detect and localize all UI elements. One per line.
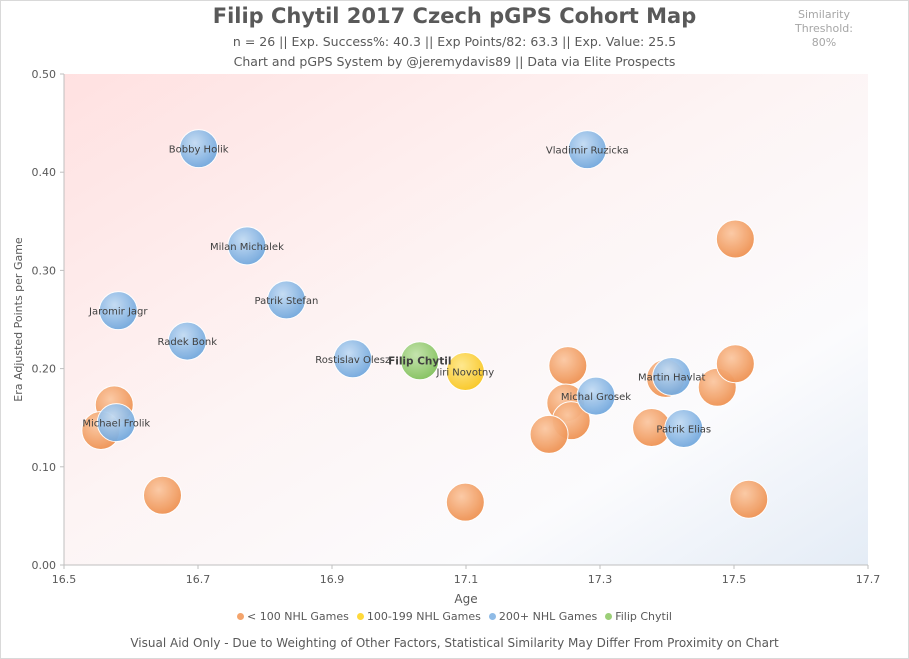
point-gt200 (333, 339, 373, 379)
point-label: Michael Frolik (82, 419, 150, 430)
x-tick-label: 17.3 (588, 573, 613, 586)
point-gt200 (266, 280, 306, 320)
point-labels: Jiri Novotny Bobby Holik Vladimir Ruzicka M… (82, 145, 711, 436)
legend-marker (356, 613, 364, 620)
point-gt200 (227, 226, 267, 266)
legend-marker (237, 613, 245, 620)
x-tick-label: 16.9 (320, 573, 345, 586)
point-label: Patrik Stefan (254, 296, 318, 307)
y-tick-label: 0.40 (32, 166, 57, 179)
chart-footnote: Visual Aid Only - Due to Weighting of Ot… (130, 636, 779, 650)
point-gt200 (96, 403, 136, 443)
point-lt100 (445, 482, 485, 522)
x-tick-label: 16.5 (52, 573, 77, 586)
point-label: Patrik Elias (656, 425, 711, 436)
legend-label: Filip Chytil (615, 610, 672, 623)
x-tick-label: 17.7 (856, 573, 881, 586)
legend-label: 200+ NHL Games (498, 610, 598, 623)
point-label: Jiri Novotny (436, 368, 495, 379)
point-gt200 (179, 129, 219, 169)
point-gt200 (567, 130, 607, 170)
y-tick-label: 0.50 (32, 68, 57, 81)
data-points (81, 129, 769, 522)
point-lt100 (715, 344, 755, 384)
similarity-threshold: Similarity Threshold: 80% (769, 8, 879, 50)
point-lt100 (529, 414, 569, 454)
legend-label: < 100 NHL Games (247, 610, 349, 623)
point-label: Bobby Holik (169, 145, 229, 156)
point-gt200 (576, 376, 616, 416)
point-gt200 (98, 291, 138, 331)
point-lt100 (548, 346, 588, 386)
legend-marker (488, 613, 496, 620)
legend-item: 100-199 NHL Games (356, 610, 481, 623)
point-chytil (400, 341, 440, 381)
chart-legend: < 100 NHL Games 100-199 NHL Games 200+ NHL… (0, 610, 909, 623)
point-gt200 (652, 356, 692, 396)
legend-item: < 100 NHL Games (237, 610, 349, 623)
point-label: Rostislav Olesz (315, 355, 390, 366)
legend-marker (605, 613, 613, 620)
point-label: Martin Havlat (638, 372, 706, 383)
point-lt100 (715, 219, 755, 259)
point-label: Vladimir Ruzicka (546, 146, 629, 157)
chart-title: Filip Chytil 2017 Czech pGPS Cohort Map (212, 4, 697, 28)
point-label: Filip Chytil (388, 356, 451, 368)
x-tick-label: 17.1 (454, 573, 479, 586)
y-tick-label: 0.30 (32, 264, 57, 277)
similarity-threshold-value: 80% (811, 36, 837, 49)
point-lt100 (142, 475, 182, 515)
x-axis-title: Age (454, 592, 477, 606)
point-label: Jaromir Jagr (88, 307, 148, 318)
legend-label: 100-199 NHL Games (366, 610, 481, 623)
similarity-threshold-label: Similarity Threshold: (795, 8, 853, 35)
legend-item: Filip Chytil (605, 610, 672, 623)
point-mid (445, 352, 485, 392)
x-tick-label: 17.5 (722, 573, 747, 586)
y-tick-label: 0.00 (32, 559, 57, 572)
point-gt200 (167, 321, 207, 361)
point-label: Radek Bonk (158, 337, 218, 348)
chart-subtitle-stats: n = 26 || Exp. Success%: 40.3 || Exp Poi… (232, 34, 677, 49)
legend-item: 200+ NHL Games (488, 610, 598, 623)
point-label: Michal Grosek (561, 392, 631, 403)
point-gt200 (664, 409, 704, 449)
point-lt100 (729, 479, 769, 519)
point-label: Milan Michalek (210, 242, 284, 253)
y-tick-label: 0.10 (32, 461, 57, 474)
y-axis-title: Era Adjusted Points per Game (12, 237, 25, 402)
axes: 0.00 0.10 0.20 0.30 0.40 0.50 16.5 16.7 16.9 17.1… (12, 68, 880, 606)
chart-subtitle-credits: Chart and pGPS System by @jeremydavis89 … (233, 54, 676, 69)
x-tick-label: 16.7 (186, 573, 211, 586)
y-tick-label: 0.20 (32, 363, 57, 376)
